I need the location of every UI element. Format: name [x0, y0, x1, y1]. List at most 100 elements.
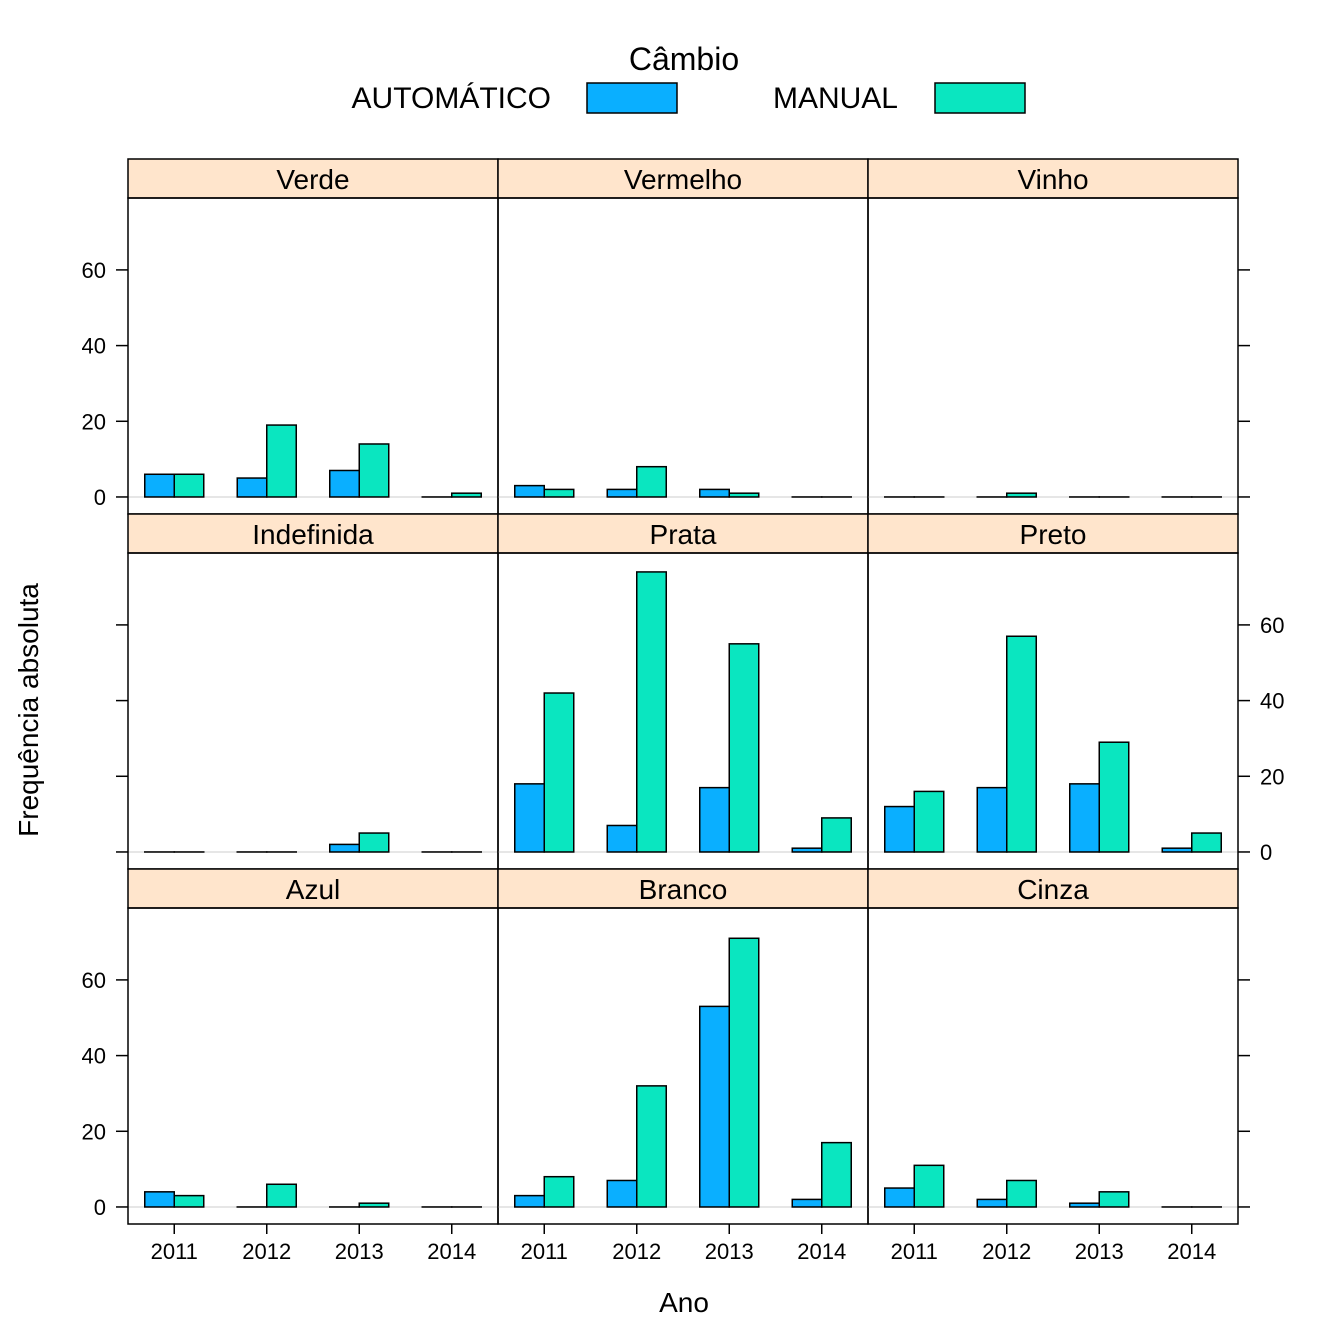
- y-tick-label: 60: [1260, 613, 1284, 638]
- x-tick-label: 2011: [891, 1239, 938, 1264]
- y-tick-label: 0: [94, 1195, 106, 1220]
- x-tick-label: 2014: [797, 1239, 846, 1264]
- x-tick-label: 2012: [242, 1239, 291, 1264]
- panel-prata: Prata: [497, 513, 869, 870]
- bar-automatico-2011: [884, 1187, 915, 1208]
- bar-manual-2014: [451, 492, 482, 498]
- panel-vinho: Vinho: [867, 158, 1239, 515]
- bar-automatico-2013: [1069, 1202, 1100, 1208]
- bar-automatico-2011: [884, 805, 915, 853]
- y-tick-label: 40: [1260, 689, 1284, 714]
- panel-preto: Preto: [867, 513, 1239, 870]
- strip-label: Preto: [1020, 519, 1087, 550]
- bar-automatico-2012: [976, 786, 1008, 853]
- bar-manual-2012: [636, 571, 667, 853]
- bar-manual-2013: [728, 643, 760, 853]
- x-tick-label: 2012: [612, 1239, 661, 1264]
- bar-automatico-2011: [514, 484, 545, 498]
- strip: [127, 158, 499, 199]
- strip: [867, 513, 1239, 554]
- bar-automatico-2012: [606, 488, 638, 498]
- strip-label: Prata: [650, 519, 717, 550]
- bar-automatico-2011: [144, 1191, 175, 1208]
- panel-azul: Azul: [127, 868, 499, 1225]
- bar-manual-2013: [1098, 1191, 1130, 1208]
- bar-automatico-2013: [329, 469, 360, 498]
- x-tick-label: 2013: [705, 1239, 754, 1264]
- y-tick-label: 60: [82, 968, 106, 993]
- panels: Verde Vermelho Vinho Indefinida Prata Preto Az…: [127, 158, 1239, 1225]
- x-tick-label: 2011: [521, 1239, 568, 1264]
- bar-manual-2012: [636, 465, 667, 498]
- panel-border: [127, 907, 499, 1225]
- bar-manual-2014: [821, 1141, 852, 1208]
- bar-manual-2012: [1006, 1179, 1037, 1208]
- bar-manual-2013: [728, 492, 760, 498]
- y-axis-title: Frequência absoluta: [13, 583, 44, 837]
- bar-automatico-2014: [1161, 847, 1193, 853]
- strip-label: Cinza: [1017, 874, 1089, 905]
- bar-automatico-2011: [514, 783, 545, 853]
- bar-automatico-2013: [329, 843, 360, 853]
- strip: [867, 868, 1239, 909]
- bar-manual-2011: [543, 692, 575, 853]
- strip-label: Branco: [639, 874, 728, 905]
- legend-label-manual: MANUAL: [773, 82, 898, 115]
- bar-manual-2013: [358, 443, 390, 498]
- x-tick-label: 2014: [1167, 1239, 1216, 1264]
- panel-border: [127, 552, 499, 870]
- panel-verde: Verde: [127, 158, 499, 515]
- panel-cinza: Cinza: [867, 868, 1239, 1225]
- bar-manual-2011: [543, 1175, 575, 1208]
- panel-border: [867, 907, 1239, 1225]
- panel-branco: Branco: [497, 868, 869, 1225]
- bar-manual-2013: [358, 832, 390, 853]
- x-tick-label: 2011: [151, 1239, 198, 1264]
- panel-border: [867, 197, 1239, 515]
- bar-manual-2014: [1191, 832, 1222, 853]
- strip-label: Verde: [276, 164, 349, 195]
- bar-manual-2012: [266, 424, 297, 498]
- bar-manual-2013: [728, 937, 760, 1208]
- bar-manual-2013: [358, 1202, 390, 1208]
- strip: [497, 868, 869, 909]
- x-tick-label: 2012: [982, 1239, 1031, 1264]
- bar-automatico-2014: [791, 1198, 823, 1208]
- strip-label: Azul: [286, 874, 340, 905]
- bar-manual-2011: [543, 488, 575, 498]
- legend-title: Câmbio: [629, 41, 739, 77]
- bar-manual-2012: [1006, 635, 1037, 853]
- legend: Câmbio AUTOMÁTICO MANUAL: [352, 41, 1026, 115]
- strip: [867, 158, 1239, 199]
- panel-indefinida: Indefinida: [127, 513, 499, 870]
- y-tick-label: 40: [82, 334, 106, 359]
- strip-label: Indefinida: [252, 519, 374, 550]
- strip-label: Vermelho: [624, 164, 742, 195]
- y-tick-label: 20: [82, 409, 106, 434]
- strip: [497, 158, 869, 199]
- x-tick-label: 2014: [427, 1239, 476, 1264]
- legend-swatch-automatico: [586, 82, 678, 114]
- bar-automatico-2011: [144, 473, 175, 498]
- y-tick-label: 0: [1260, 840, 1272, 865]
- bar-manual-2012: [636, 1085, 667, 1208]
- strip-label: Vinho: [1017, 164, 1088, 195]
- bar-manual-2011: [173, 473, 205, 498]
- panel-border: [497, 197, 869, 515]
- legend-swatch-manual: [934, 82, 1026, 114]
- bar-automatico-2013: [1069, 783, 1100, 853]
- bar-manual-2011: [913, 790, 945, 853]
- y-tick-label: 0: [94, 485, 106, 510]
- y-tick-label: 20: [1260, 764, 1284, 789]
- y-tick-label: 20: [82, 1119, 106, 1144]
- y-tick-label: 60: [82, 258, 106, 283]
- bar-manual-2014: [821, 817, 852, 853]
- bar-automatico-2014: [791, 847, 823, 853]
- bar-manual-2013: [1098, 741, 1130, 853]
- bar-manual-2011: [173, 1194, 205, 1208]
- bar-manual-2012: [1006, 492, 1037, 498]
- x-tick-label: 2013: [1075, 1239, 1124, 1264]
- legend-label-automatico: AUTOMÁTICO: [352, 82, 551, 115]
- panel-vermelho: Vermelho: [497, 158, 869, 515]
